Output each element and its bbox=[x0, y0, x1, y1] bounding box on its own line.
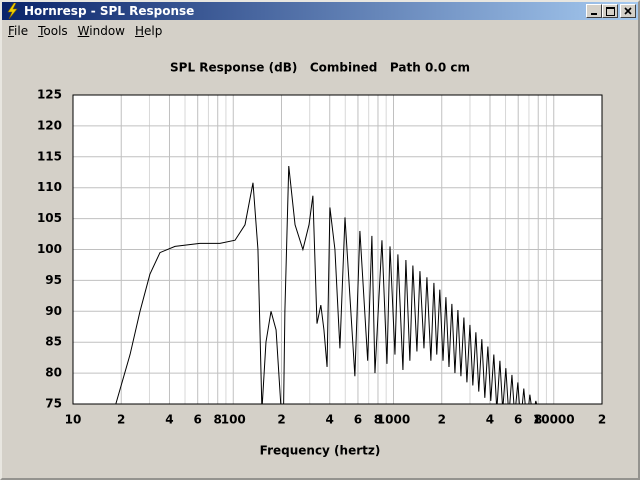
minimize-button[interactable] bbox=[586, 4, 602, 18]
x-tick-label: 4 bbox=[326, 413, 334, 427]
close-button[interactable] bbox=[620, 4, 636, 18]
x-tick-label: 4 bbox=[486, 413, 494, 427]
x-tick-label: 100 bbox=[221, 413, 246, 427]
x-tick-label: 6 bbox=[354, 413, 362, 427]
plot-border bbox=[72, 94, 603, 405]
app-icon bbox=[7, 3, 18, 19]
y-tick-label: 120 bbox=[37, 118, 62, 132]
maximize-button[interactable] bbox=[602, 4, 618, 18]
x-tick-label: 8 bbox=[534, 413, 542, 427]
x-tick-label: 2 bbox=[438, 413, 446, 427]
chart-title: SPL Response (dB) Combined Path 0.0 cm bbox=[170, 61, 470, 75]
menu-item[interactable]: File bbox=[8, 24, 29, 38]
menu-bar: File Tools Window Help bbox=[2, 22, 166, 40]
grid bbox=[72, 94, 603, 405]
x-tick-label: 2 bbox=[117, 413, 125, 427]
menu-item[interactable]: Help bbox=[135, 24, 163, 38]
y-tick-label: 90 bbox=[45, 304, 62, 318]
x-tick-label: 2 bbox=[598, 413, 606, 427]
y-tick-label: 95 bbox=[45, 273, 62, 287]
x-tick-label: 8 bbox=[374, 413, 382, 427]
x-tick-label: 6 bbox=[514, 413, 522, 427]
title-bar: Hornresp - SPL Response bbox=[2, 2, 638, 20]
x-tick-label: 10000 bbox=[533, 413, 575, 427]
y-tick-label: 115 bbox=[37, 149, 62, 163]
x-tick-label: 4 bbox=[165, 413, 173, 427]
y-tick-label: 100 bbox=[37, 242, 62, 256]
y-tick-label: 125 bbox=[37, 88, 62, 102]
x-tick-label: 2 bbox=[277, 413, 285, 427]
menu-item[interactable]: Window bbox=[77, 24, 125, 38]
y-tick-label: 110 bbox=[37, 180, 62, 194]
window-title: Hornresp - SPL Response bbox=[24, 4, 195, 18]
x-tick-label: 6 bbox=[194, 413, 202, 427]
x-tick-label: 10 bbox=[65, 413, 82, 427]
menu-item[interactable]: Tools bbox=[38, 24, 68, 38]
x-tick-label: 8 bbox=[214, 413, 222, 427]
x-tick-label: 1000 bbox=[377, 413, 410, 427]
close-glyph bbox=[624, 7, 632, 15]
y-tick-label: 80 bbox=[45, 366, 62, 380]
x-axis-label: Frequency (hertz) bbox=[260, 444, 381, 458]
y-tick-label: 75 bbox=[45, 397, 62, 411]
y-tick-label: 85 bbox=[45, 335, 62, 349]
y-tick-label: 105 bbox=[37, 211, 62, 225]
data-line bbox=[115, 166, 538, 404]
